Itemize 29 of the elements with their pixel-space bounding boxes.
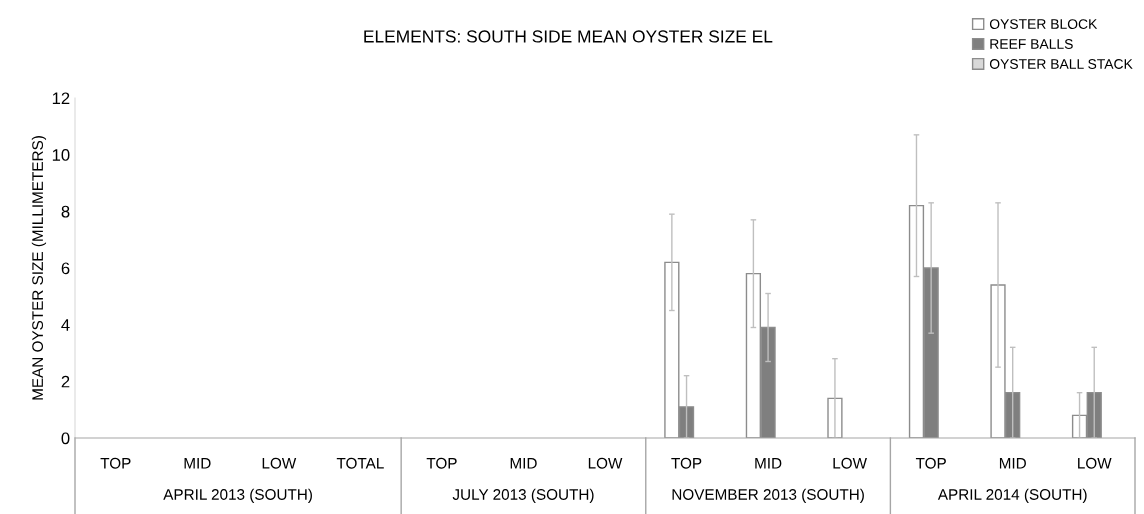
x-tick-label: TOP [100,457,131,469]
y-tick-label: 8 [61,205,70,218]
text: NOVEMBER 2013 (SOUTH) [672,488,864,503]
x-tick-label: LOW [588,457,623,469]
y-tick-label: 12 [52,92,70,105]
x-tick-label: TOP [426,457,457,469]
text: APRIL 2014 (SOUTH) [937,488,1087,503]
x-tick-label: MID [999,458,1026,469]
y-tick-label: 2 [61,375,70,388]
y-tick-label: 10 [52,149,70,161]
legend-label: OYSTER BLOCK [989,19,1098,29]
x-tick-label: MID [510,458,537,469]
y-axis-title: MEAN OYSTER SIZE (MILLIMETERS) [31,136,47,400]
y-tick-label: 4 [61,319,70,331]
x-tick-label: LOW [262,457,297,469]
x-tick-label: MID [184,458,211,469]
y-tick-label: 0 [61,432,70,445]
y-tick-label: 6 [61,262,70,275]
x-tick-label: LOW [833,457,867,469]
text: APRIL 2013 (SOUTH) [163,488,312,503]
text: JULY 2013 (SOUTH) [452,488,594,503]
chart-title: ELEMENTS: SOUTH SIDE MEAN OYSTER SIZE EL [364,30,773,43]
x-tick-label: LOW [1078,457,1112,469]
legend-label: OYSTER BALL STACK [989,59,1133,69]
x-tick-label: MID [755,458,782,469]
legend-label: REEF BALLS [990,39,1073,49]
x-tick-label: TOTAL [336,457,384,469]
x-tick-label: TOP [671,457,702,469]
x-tick-label: TOP [915,457,946,469]
